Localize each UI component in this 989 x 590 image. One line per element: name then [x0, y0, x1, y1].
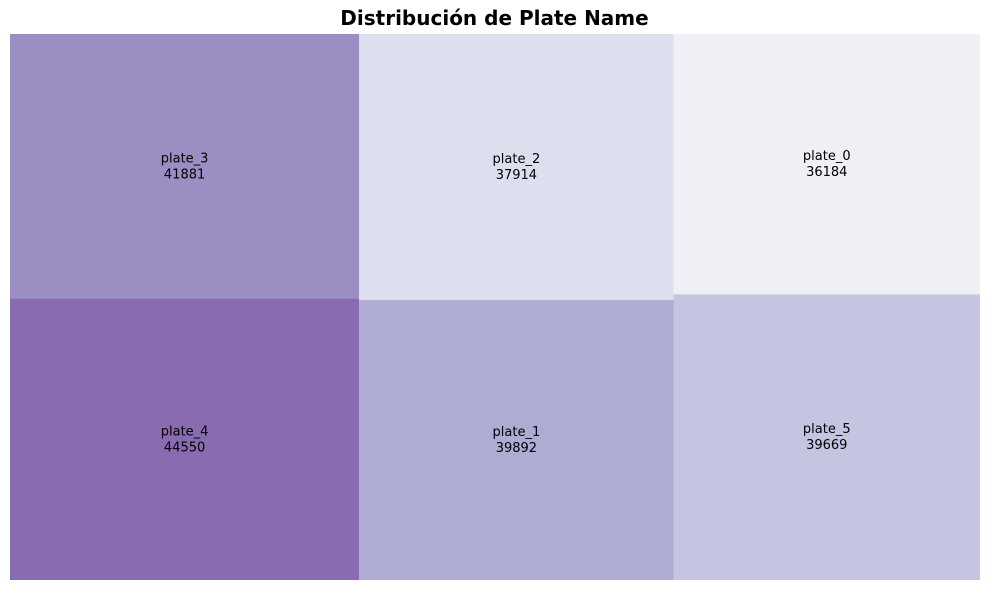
treemap-cell-name: plate_0 [803, 149, 851, 164]
treemap-cell-label: plate_3 41881 [161, 151, 209, 182]
treemap-cell-name: plate_3 [161, 151, 209, 166]
treemap-cell-plate-0 [673, 34, 980, 295]
treemap-cell-value: 44550 [164, 440, 205, 455]
treemap-cell-name: plate_2 [493, 152, 541, 167]
treemap-cell-value: 39892 [496, 441, 537, 456]
treemap-cell-label: plate_5 39669 [803, 422, 851, 453]
treemap-cell-name: plate_5 [803, 422, 851, 437]
treemap-cell-label: plate_4 44550 [161, 424, 209, 455]
treemap-cell-value: 39669 [806, 438, 847, 453]
treemap-cell-name: plate_1 [493, 425, 541, 440]
chart-title: Distribución de Plate Name [340, 6, 649, 30]
treemap-cell-plate-4 [10, 298, 360, 580]
treemap-cell-plate-2 [359, 34, 674, 301]
treemap-cell-value: 41881 [164, 167, 205, 182]
treemap-cell-value: 36184 [806, 165, 847, 180]
treemap-cell-plate-3 [10, 34, 360, 299]
treemap-cell-label: plate_0 36184 [803, 149, 851, 180]
treemap-cell-label: plate_2 37914 [493, 152, 541, 183]
treemap-cell-plate-5 [673, 294, 980, 580]
treemap-cell-plate-1 [359, 300, 674, 580]
treemap-cell-label: plate_1 39892 [493, 425, 541, 456]
treemap-cell-name: plate_4 [161, 424, 209, 439]
treemap-cell-value: 37914 [496, 168, 537, 183]
